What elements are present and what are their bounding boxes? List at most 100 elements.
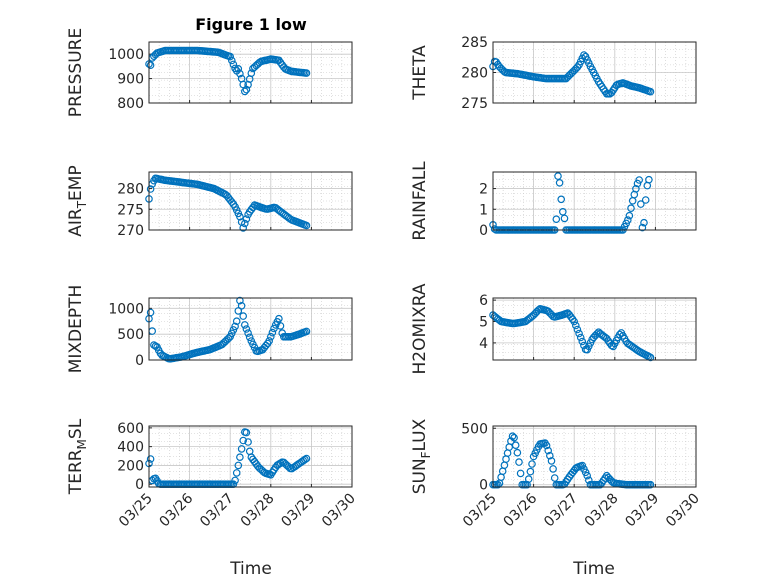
data-point [635, 176, 644, 184]
data-point [513, 448, 522, 457]
x-tick-label: 03/30 [663, 491, 703, 531]
y-tick-label: 500 [461, 421, 488, 437]
y-tick-label: 900 [117, 72, 144, 88]
data-point [549, 465, 557, 473]
y-axis-label: MIXDEPTH [66, 285, 86, 374]
data-point [632, 185, 640, 193]
data-point [627, 204, 635, 213]
subplot-mixdepth: 0 500 1000 MIXDEPTH [66, 285, 353, 374]
data-point [234, 461, 243, 470]
data-point [623, 216, 632, 224]
y-tick-label: 285 [461, 35, 488, 51]
data-point [302, 454, 311, 463]
axes-frame [492, 41, 697, 104]
x-tick-label: 03/29 [278, 491, 318, 531]
data-point [236, 453, 244, 462]
y-tick-label: 800 [117, 96, 144, 112]
axes-frame [492, 297, 697, 361]
data-point [146, 61, 155, 69]
data-point [242, 215, 251, 223]
data-point [301, 455, 309, 464]
data-point [524, 475, 533, 483]
data-point [241, 219, 249, 228]
series-markers [489, 51, 655, 98]
y-tick-label: 4 [479, 336, 488, 352]
subplot-theta: 275 280 285 THETA [410, 35, 697, 112]
data-point [573, 325, 582, 334]
series-markers [489, 304, 655, 362]
subplot-terr-msl: 0 200 400 600 TERRMSL [66, 418, 353, 495]
x-tick-labels: 03/25 03/26 03/27 03/28 03/29 03/30 03/25 03/26… [116, 490, 703, 530]
x-tick-label: 03/28 [582, 491, 622, 531]
data-point [544, 446, 553, 455]
data-point [593, 330, 601, 338]
y-tick-label: 280 [461, 66, 488, 82]
data-point [302, 221, 311, 230]
y-tick-label: 270 [117, 223, 144, 239]
data-point [231, 476, 239, 485]
y-tick-label: 2 [479, 182, 488, 198]
series-markers [145, 46, 311, 96]
axes-frame [492, 171, 697, 231]
data-point [554, 172, 562, 180]
data-point [270, 324, 278, 333]
data-point [242, 325, 251, 333]
data-point [494, 480, 502, 489]
series-markers [145, 174, 311, 232]
data-point [236, 212, 244, 221]
y-tick-label: 400 [117, 440, 144, 456]
data-point [234, 65, 243, 73]
data-point [232, 317, 241, 326]
y-tick-label: 0 [479, 478, 488, 494]
y-axis-label: SUNFLUX [410, 418, 433, 494]
y-tick-label: 600 [117, 421, 144, 437]
data-point [640, 218, 648, 227]
y-tick-label: 6 [479, 293, 488, 309]
data-point [528, 460, 536, 468]
x-tick-label: 03/25 [460, 491, 500, 531]
y-tick-label: 200 [117, 458, 144, 474]
data-point [302, 327, 311, 336]
y-axis-label: AIRTEMP [66, 165, 89, 236]
subplot-rainfall: 0 1 2 RAINFALL [410, 161, 697, 241]
data-point [625, 211, 634, 220]
data-point [641, 196, 650, 204]
data-point [645, 175, 653, 184]
data-point [555, 179, 564, 187]
y-tick-label: 275 [117, 202, 144, 218]
data-point [550, 474, 559, 482]
data-point [545, 451, 554, 460]
data-point [239, 224, 248, 232]
axes-frame [492, 425, 697, 488]
data-point [242, 428, 251, 437]
data-point [228, 56, 236, 65]
x-axis-label-left: Time [229, 559, 272, 579]
data-point [583, 471, 592, 480]
data-point [146, 308, 155, 317]
data-point [241, 321, 249, 329]
y-tick-label: 1 [479, 202, 488, 218]
y-axis-label: TERRMSL [66, 418, 89, 495]
x-axis-label-right: Time [572, 559, 615, 579]
y-axis-label: PRESSURE [66, 28, 86, 117]
y-tick-label: 0 [135, 477, 144, 493]
y-axis-label: THETA [410, 45, 430, 101]
axes-frame [148, 171, 353, 231]
data-point [266, 332, 275, 341]
y-axis-label: RAINFALL [410, 161, 430, 241]
data-point [241, 87, 249, 96]
data-point [244, 329, 252, 337]
series-markers [145, 428, 311, 489]
y-tick-label: 0 [135, 353, 144, 369]
data-point [638, 223, 647, 232]
data-point [146, 185, 155, 193]
y-tick-label: 5 [479, 315, 488, 331]
data-point [242, 85, 251, 94]
x-tick-label: 03/27 [197, 491, 237, 531]
data-point [226, 52, 235, 61]
data-point [547, 457, 556, 465]
data-point [552, 215, 561, 224]
data-point [508, 432, 517, 441]
data-point [511, 441, 520, 450]
